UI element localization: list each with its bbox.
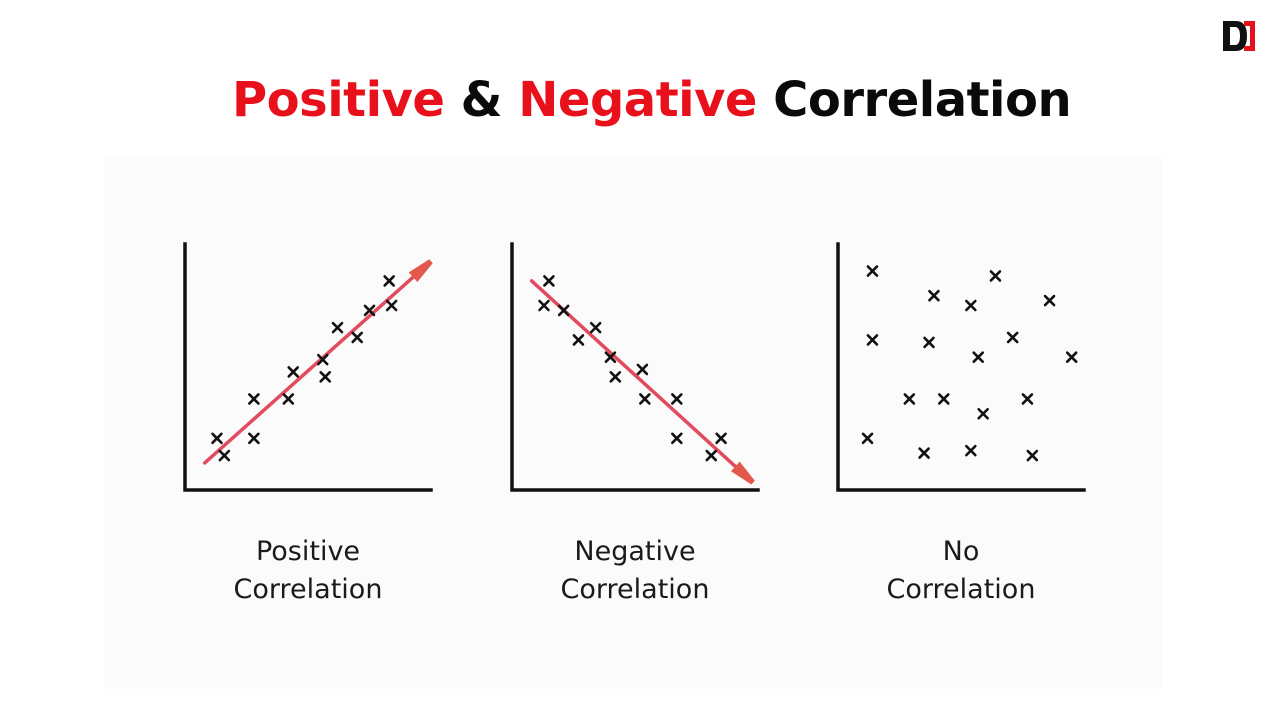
data-point-negative-7 (636, 363, 649, 376)
data-point-none-2 (965, 299, 977, 312)
chart-negative (510, 242, 760, 492)
chart-positive (183, 242, 433, 492)
caption-positive: Positive Correlation (198, 533, 418, 609)
data-point-none-5 (866, 334, 879, 346)
data-point-negative-2 (557, 304, 570, 317)
trend-line-positive (202, 275, 415, 465)
data-point-none-13 (1021, 393, 1034, 405)
data-point-positive-4 (287, 366, 300, 378)
data-point-none-9 (1065, 351, 1078, 363)
data-point-none-17 (1026, 449, 1039, 462)
caption-none: No Correlation (851, 533, 1071, 609)
data-point-none-7 (972, 351, 985, 363)
data-point-none-14 (861, 432, 874, 445)
title-negative: Negative (518, 72, 757, 128)
data-point-none-6 (923, 336, 935, 349)
title-positive: Positive (232, 72, 445, 128)
data-point-positive-10 (363, 304, 376, 317)
data-point-negative-0 (543, 275, 555, 287)
charts-canvas (183, 242, 1086, 492)
data-point-positive-2 (248, 393, 260, 405)
data-point-none-15 (918, 447, 930, 459)
data-point-negative-10 (671, 432, 683, 445)
data-point-none-16 (965, 444, 977, 457)
caption-none-line2: Correlation (886, 574, 1036, 605)
data-point-positive-11 (383, 275, 395, 287)
caption-positive-line2: Correlation (233, 574, 383, 605)
data-point-negative-11 (705, 449, 718, 462)
data-point-none-10 (903, 393, 916, 405)
page-title: Positive & Negative Correlation (232, 64, 1132, 136)
caption-negative: Negative Correlation (525, 533, 745, 609)
data-point-positive-0 (211, 432, 223, 445)
data-point-negative-9 (671, 393, 683, 405)
chart-none (836, 242, 1086, 492)
data-point-negative-3 (572, 334, 585, 346)
data-point-none-0 (866, 265, 879, 277)
data-point-negative-1 (538, 299, 550, 312)
data-point-none-3 (989, 270, 1002, 282)
caption-none-line1: No (942, 536, 980, 567)
caption-negative-line2: Correlation (560, 574, 710, 605)
data-point-positive-12 (385, 299, 398, 312)
axes-positive (183, 242, 433, 492)
data-point-none-1 (928, 289, 940, 302)
chart-panel: Positive Correlation Negative Correlatio… (104, 156, 1162, 689)
data-point-negative-4 (589, 321, 602, 334)
axes-negative (510, 242, 760, 492)
data-point-none-11 (937, 393, 950, 405)
data-point-none-8 (1006, 331, 1019, 344)
data-point-negative-5 (604, 351, 617, 363)
data-point-none-12 (977, 407, 989, 420)
title-correlation: Correlation (773, 72, 1072, 128)
axes-none (836, 242, 1086, 492)
data-point-negative-6 (609, 371, 622, 383)
data-point-positive-7 (316, 353, 329, 366)
trend-arrow-positive (408, 259, 433, 283)
trend-arrow-negative (730, 461, 755, 485)
data-point-positive-3 (248, 432, 260, 445)
data-point-positive-8 (331, 321, 344, 334)
data-point-positive-1 (218, 449, 231, 462)
data-point-negative-12 (715, 432, 727, 445)
data-point-none-4 (1043, 294, 1056, 307)
caption-negative-line1: Negative (574, 536, 696, 567)
caption-positive-line1: Positive (255, 536, 361, 567)
data-point-negative-8 (639, 393, 651, 405)
data-point-positive-9 (351, 331, 363, 344)
d-logo-icon (1221, 19, 1257, 53)
data-point-positive-5 (282, 393, 295, 405)
data-point-positive-6 (319, 371, 332, 383)
title-ampersand: & (460, 72, 503, 128)
